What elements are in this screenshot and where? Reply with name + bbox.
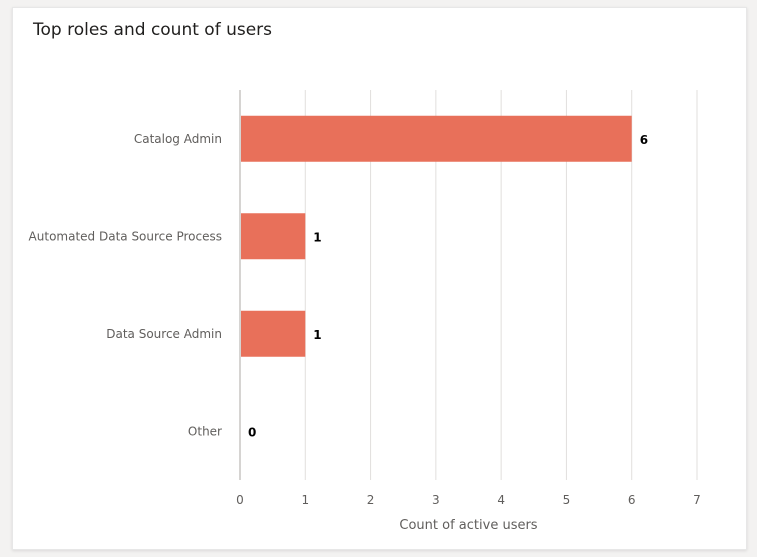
gridlines bbox=[239, 90, 698, 480]
category-label: Catalog Admin bbox=[134, 132, 222, 146]
data-label: 1 bbox=[313, 328, 321, 342]
data-label: 6 bbox=[640, 133, 648, 147]
bar bbox=[241, 115, 632, 162]
category-label: Data Source Admin bbox=[106, 327, 222, 341]
bars bbox=[241, 115, 632, 357]
x-tick-label: 1 bbox=[301, 493, 309, 507]
x-tick-label: 6 bbox=[628, 493, 636, 507]
x-tick-label: 4 bbox=[497, 493, 505, 507]
bar bbox=[241, 310, 306, 357]
category-label: Automated Data Source Process bbox=[29, 229, 222, 243]
x-tick-label: 7 bbox=[693, 493, 701, 507]
bar bbox=[241, 213, 306, 260]
x-axis-title: Count of active users bbox=[399, 518, 537, 533]
x-tick-label: 0 bbox=[236, 493, 244, 507]
x-tick-label: 5 bbox=[563, 493, 571, 507]
chart-title: Top roles and count of users bbox=[33, 20, 273, 40]
labels: 0 1 2 3 4 5 6 7 Catalog Admin 6 Automated Data Sou… bbox=[29, 132, 701, 533]
data-label: 1 bbox=[313, 230, 321, 244]
x-tick-label: 2 bbox=[367, 493, 375, 507]
data-label: 0 bbox=[248, 425, 256, 439]
category-label: Other bbox=[188, 424, 222, 438]
chart-card: Top roles and count of users 0 1 2 3 4 5 6 7 Cat… bbox=[12, 7, 747, 550]
bar-chart: 0 1 2 3 4 5 6 7 Catalog Admin 6 Automated Data Sou… bbox=[29, 90, 701, 533]
x-tick-label: 3 bbox=[432, 493, 440, 507]
